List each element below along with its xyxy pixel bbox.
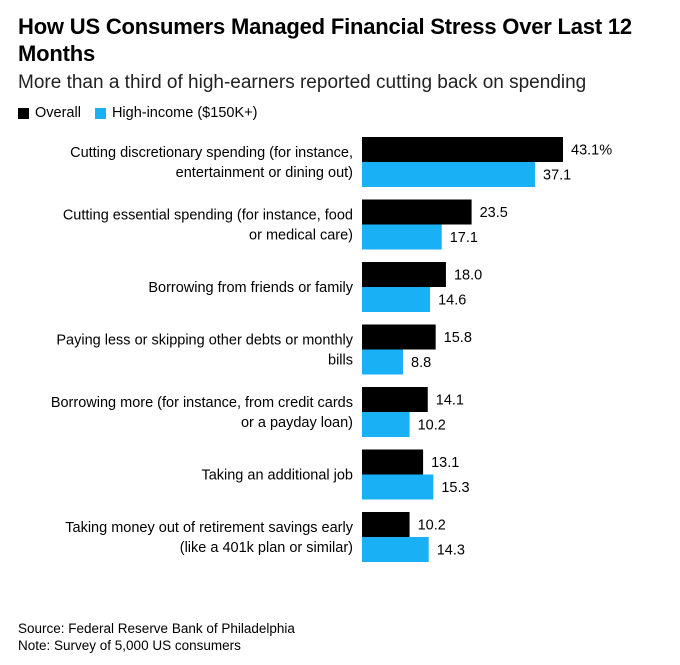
- value-label-high-income: 10.2: [418, 418, 446, 434]
- legend-item-overall: Overall: [18, 105, 81, 121]
- legend-swatch-high-income: [94, 107, 106, 119]
- category-group: Taking money out of retirement savings e…: [65, 512, 465, 562]
- bar-high-income: [362, 412, 410, 437]
- category-label: Taking an additional job: [201, 468, 353, 484]
- category-label: Borrowing more (for instance, from credi…: [51, 395, 353, 411]
- category-group: Paying less or skipping other debts or m…: [56, 324, 472, 375]
- bar-high-income: [362, 474, 434, 500]
- legend-label-overall: Overall: [35, 105, 81, 121]
- bar-high-income: [362, 162, 536, 187]
- chart-footer: Source: Federal Reserve Bank of Philadel…: [18, 620, 295, 654]
- legend-item-high-income: High-income ($150K+): [94, 105, 258, 121]
- legend-label-high-income: High-income ($150K+): [111, 105, 258, 121]
- value-label-high-income: 17.1: [450, 230, 478, 246]
- value-label-overall: 10.2: [418, 518, 446, 534]
- category-group: Borrowing more (for instance, from credi…: [51, 387, 464, 437]
- bar-overall: [362, 324, 436, 350]
- bar-high-income: [362, 224, 442, 250]
- value-label-high-income: 14.6: [438, 293, 466, 309]
- bar-overall: [362, 199, 472, 225]
- bar-chart: Cutting discretionary spending (for inst…: [51, 137, 612, 562]
- category-label: Taking money out of retirement savings e…: [65, 520, 353, 536]
- value-label-overall: 15.8: [444, 330, 472, 346]
- value-label-overall: 23.5: [480, 205, 508, 221]
- category-label: or medical care): [249, 228, 353, 244]
- category-label: entertainment or dining out): [176, 165, 353, 181]
- category-group: Cutting discretionary spending (for inst…: [70, 137, 612, 187]
- value-label-high-income: 15.3: [441, 480, 469, 496]
- bar-overall: [362, 137, 563, 162]
- bar-high-income: [362, 537, 429, 562]
- category-label: or a payday loan): [241, 415, 353, 431]
- value-label-overall: 18.0: [454, 268, 482, 284]
- bar-high-income: [362, 287, 431, 312]
- legend-swatch-overall: [18, 107, 29, 119]
- category-label: Borrowing from friends or family: [148, 280, 353, 296]
- category-group: Borrowing from friends or family 18.0 14.6: [148, 262, 482, 312]
- source-note: Source: Federal Reserve Bank of Philadel…: [18, 621, 295, 636]
- chart-title: How US Consumers Managed Financial Stres…: [18, 14, 632, 66]
- value-label-high-income: 14.3: [437, 543, 465, 559]
- survey-note: Note: Survey of 5,000 US consumers: [18, 638, 241, 653]
- value-label-high-income: 8.8: [411, 355, 431, 371]
- value-label-overall: 13.1: [431, 455, 459, 471]
- bar-high-income: [362, 349, 404, 375]
- value-label-overall: 14.1: [436, 393, 464, 409]
- bar-overall: [362, 449, 424, 475]
- category-label: (like a 401k plan or similar): [180, 540, 353, 556]
- category-label: Cutting essential spending (for instance…: [63, 208, 353, 224]
- category-label: Paying less or skipping other debts or m…: [56, 333, 353, 349]
- category-label: bills: [328, 353, 353, 369]
- value-label-high-income: 37.1: [543, 168, 571, 184]
- chart-subtitle: More than a third of high-earners report…: [18, 72, 587, 93]
- bar-overall: [362, 387, 428, 412]
- category-label: Cutting discretionary spending (for inst…: [70, 145, 353, 161]
- category-group: Taking an additional job 13.1 15.3: [201, 449, 470, 500]
- value-label-overall: 43.1%: [571, 143, 612, 159]
- category-group: Cutting essential spending (for instance…: [63, 199, 508, 250]
- legend: Overall High-income ($150K+): [18, 103, 271, 123]
- bar-overall: [362, 262, 446, 287]
- bar-overall: [362, 512, 410, 537]
